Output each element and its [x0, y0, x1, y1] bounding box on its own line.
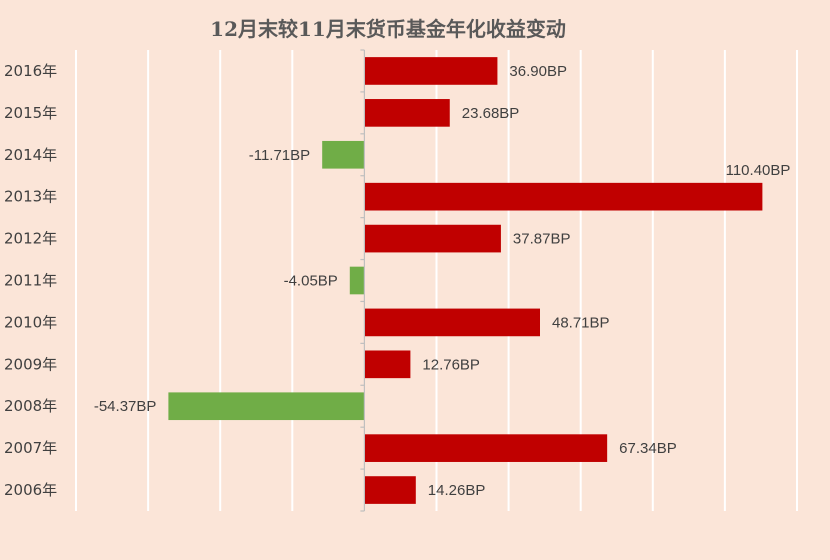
- data-label: 12.76BP: [422, 356, 480, 373]
- category-label: 2008年: [4, 397, 57, 415]
- gridlines: [75, 50, 798, 511]
- bar-2007年: [364, 434, 608, 462]
- data-label: 36.90BP: [509, 63, 567, 80]
- category-label: 2011年: [4, 272, 57, 290]
- data-label: 23.68BP: [462, 105, 520, 122]
- bar-2009年: [364, 350, 411, 379]
- data-label: 48.71BP: [552, 314, 610, 331]
- data-label: -11.71BP: [249, 147, 310, 164]
- category-label: 2015年: [4, 104, 57, 122]
- bar-2015年: [364, 99, 450, 127]
- bar-2010年: [364, 308, 540, 337]
- data-labels: 36.90BP 23.68BP -11.71BP 110.40BP 37.87BP -4.…: [94, 63, 791, 499]
- bar-2008年: [168, 392, 365, 421]
- category-labels: 2016年 2015年 2014年 2013年 2012年 2011年 2010年 2009年…: [4, 62, 57, 499]
- data-label: -54.37BP: [94, 398, 157, 415]
- chart-title: 12月末较11月末货币基金年化收益变动: [210, 17, 566, 41]
- category-label: 2016年: [4, 62, 57, 80]
- category-label: 2012年: [4, 230, 57, 248]
- data-label: -4.05BP: [284, 273, 338, 290]
- bar-2011年: [349, 266, 365, 295]
- bar-2016年: [364, 57, 498, 85]
- category-label: 2006年: [4, 481, 57, 499]
- bars: [168, 57, 763, 504]
- bar-2006年: [364, 476, 416, 504]
- zero-axis: [360, 49, 365, 512]
- bar-2014年: [322, 140, 365, 169]
- category-label: 2013年: [4, 188, 57, 206]
- bar-2013年: [364, 182, 763, 211]
- data-label: 110.40BP: [726, 162, 791, 179]
- category-label: 2010年: [4, 313, 57, 331]
- bar-2012年: [364, 224, 501, 253]
- data-label: 14.26BP: [428, 482, 486, 499]
- category-label: 2014年: [4, 146, 57, 164]
- data-label: 37.87BP: [513, 231, 571, 248]
- data-label: 67.34BP: [619, 440, 677, 457]
- category-label: 2009年: [4, 355, 57, 373]
- category-label: 2007年: [4, 439, 57, 457]
